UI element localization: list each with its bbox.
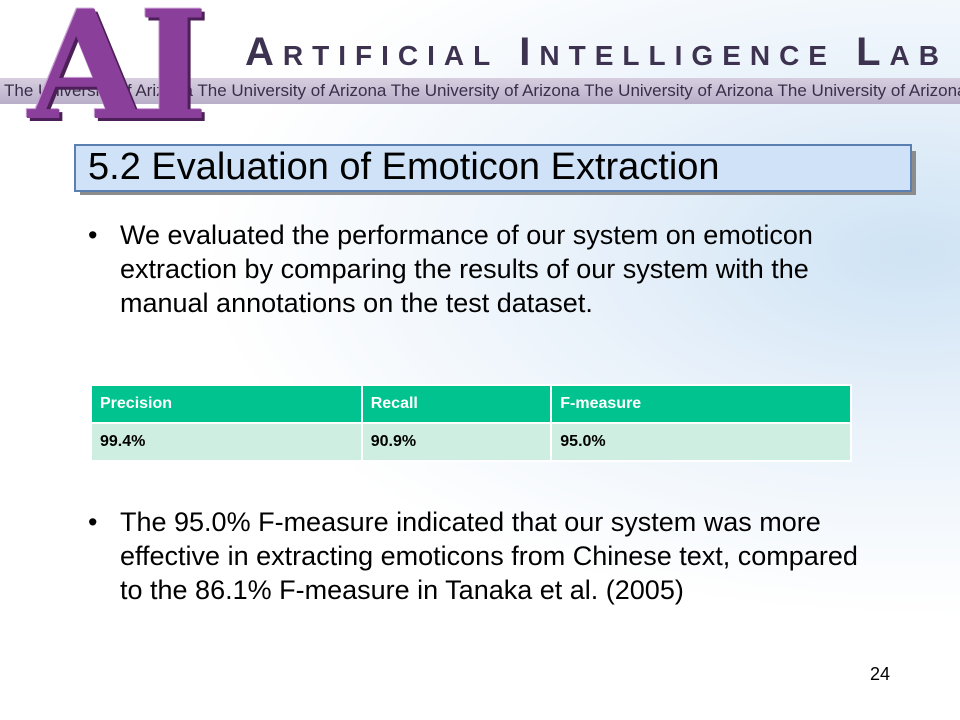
- bullet: The 95.0% F-measure indicated that our s…: [88, 505, 878, 607]
- header-cell: Recall: [360, 384, 553, 424]
- cell: 90.9%: [360, 422, 553, 462]
- header-cell: Precision: [90, 384, 363, 424]
- cell: 99.4%: [90, 422, 363, 462]
- table-header: Precision Recall F-measure: [90, 384, 852, 424]
- results-table: Precision Recall F-measure 99.4% 90.9% 9…: [90, 384, 852, 462]
- table-row: 99.4% 90.9% 95.0%: [90, 422, 852, 462]
- header-cell: F-measure: [550, 384, 852, 424]
- cell: 95.0%: [550, 422, 852, 462]
- title-box: [74, 144, 912, 192]
- header-strip: The University of Arizona The University…: [0, 78, 960, 104]
- lab-name: Artificial Intelligence Lab: [245, 30, 948, 74]
- bullet: We evaluated the performance of our syst…: [88, 218, 878, 320]
- logo: AI: [28, 0, 209, 154]
- slide-title: 5.2 Evaluation of Emoticon Extraction: [88, 146, 720, 188]
- page-number: 24: [870, 664, 891, 684]
